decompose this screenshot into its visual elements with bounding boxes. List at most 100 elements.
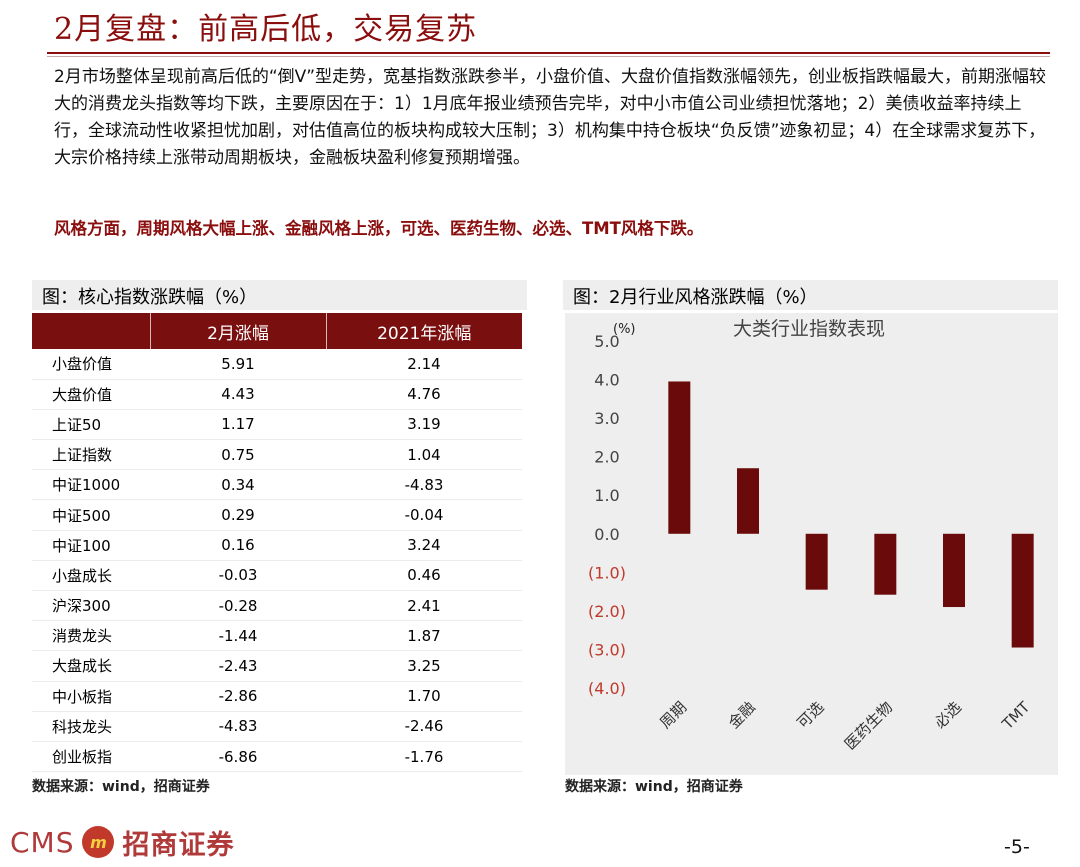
ytd-change-cell: 1.04 xyxy=(326,439,522,471)
ytd-change-cell: 0.46 xyxy=(326,560,522,592)
index-name-cell: 科技龙头 xyxy=(32,711,150,742)
y-tick-label: 0.0 xyxy=(594,525,619,544)
ytd-change-cell: 3.25 xyxy=(326,650,522,682)
index-name-cell: 沪深300 xyxy=(32,590,150,622)
feb-change-cell: -0.03 xyxy=(150,560,326,592)
index-name-cell: 中小板指 xyxy=(32,681,150,712)
ytd-change-cell: -0.04 xyxy=(326,499,522,531)
table-header-name xyxy=(32,313,151,349)
ytd-change-cell: 1.70 xyxy=(326,681,522,712)
table-row: 中小板指 -2.86 1.70 xyxy=(32,681,522,712)
bar-0 xyxy=(668,381,691,534)
index-name-cell: 小盘价值 xyxy=(32,349,150,380)
feb-change-cell: 4.43 xyxy=(150,379,326,410)
table-row: 大盘价值 4.43 4.76 xyxy=(32,379,522,410)
table-row: 小盘成长 -0.03 0.46 xyxy=(32,560,522,592)
bar-2 xyxy=(805,533,828,590)
x-tick-label: 医药生物 xyxy=(841,698,896,753)
y-tick-label: 5.0 xyxy=(594,332,619,351)
table-row: 中证1000 0.34 -4.83 xyxy=(32,469,522,501)
table-header-ytd: 2021年涨幅 xyxy=(326,313,522,349)
y-tick-label: 3.0 xyxy=(594,409,619,428)
logo-chinese: 招商证券 xyxy=(122,829,235,861)
feb-change-cell: -4.83 xyxy=(150,711,326,742)
x-tick-label: 必选 xyxy=(931,698,965,732)
table-row: 大盘成长 -2.43 3.25 xyxy=(32,650,522,682)
y-tick-label: (3.0) xyxy=(588,640,626,659)
index-name-cell: 中证1000 xyxy=(32,469,150,501)
index-name-cell: 中证100 xyxy=(32,530,150,561)
feb-change-cell: -2.86 xyxy=(150,681,326,712)
feb-change-cell: 0.29 xyxy=(150,499,326,531)
y-tick-label: 4.0 xyxy=(594,371,619,390)
index-name-cell: 大盘成长 xyxy=(32,650,150,682)
ytd-change-cell: 3.19 xyxy=(326,409,522,441)
feb-change-cell: -2.43 xyxy=(150,650,326,682)
y-axis-unit: (%) xyxy=(613,322,636,337)
feb-change-cell: -1.44 xyxy=(150,620,326,652)
core-index-table: 2月涨幅 2021年涨幅 小盘价值 5.91 2.14 大盘价值 4.43 4.76 上证5… xyxy=(32,313,522,773)
y-tick-label: 1.0 xyxy=(594,486,619,505)
style-note: 风格方面，周期风格大幅上涨、金融风格上涨，可选、医药生物、必选、TMT风格下跌。 xyxy=(54,219,704,238)
ytd-change-cell: 2.14 xyxy=(326,349,522,380)
page-number: -5- xyxy=(1004,836,1030,858)
ytd-change-cell: 3.24 xyxy=(326,530,522,561)
chart-title: 大类行业指数表现 xyxy=(733,318,885,340)
table-header-feb: 2月涨幅 xyxy=(150,313,327,349)
title-divider xyxy=(47,52,1050,54)
index-name-cell: 小盘成长 xyxy=(32,560,150,592)
x-tick-label: 周期 xyxy=(656,698,690,732)
y-tick-label: (1.0) xyxy=(588,563,626,582)
table-row: 中证500 0.29 -0.04 xyxy=(32,499,522,531)
logo-latin: CMS xyxy=(10,825,75,859)
index-name-cell: 消费龙头 xyxy=(32,620,150,652)
page-title: 2月复盘：前高后低，交易复苏 xyxy=(54,12,478,47)
index-name-cell: 中证500 xyxy=(32,499,150,531)
table-row: 小盘价值 5.91 2.14 xyxy=(32,349,522,380)
index-name-cell: 上证指数 xyxy=(32,439,150,471)
sector-chart: 5.0 4.0 3.0 2.0 1.0 0.0 (1.0) (2.0) (3.0) (4.0) (%… xyxy=(565,313,1058,775)
table-row: 科技龙头 -4.83 -2.46 xyxy=(32,711,522,742)
feb-change-cell: 0.75 xyxy=(150,439,326,471)
x-tick-label: 可选 xyxy=(794,698,828,732)
ytd-change-cell: -2.46 xyxy=(326,711,522,742)
figure2-title: 图：2月行业风格涨跌幅（%） xyxy=(563,280,1058,310)
feb-change-cell: 0.34 xyxy=(150,469,326,501)
index-name-cell: 大盘价值 xyxy=(32,379,150,410)
table-header-row: 2月涨幅 2021年涨幅 xyxy=(32,313,522,349)
table-body: 小盘价值 5.91 2.14 大盘价值 4.43 4.76 上证50 1.17 3.19 上证指数… xyxy=(32,349,522,773)
sector-chart-svg: 5.0 4.0 3.0 2.0 1.0 0.0 (1.0) (2.0) (3.0) (4.0) (%… xyxy=(588,318,1034,753)
feb-change-cell: -0.28 xyxy=(150,590,326,622)
ytd-change-cell: 1.87 xyxy=(326,620,522,652)
feb-change-cell: 5.91 xyxy=(150,349,326,380)
feb-change-cell: 1.17 xyxy=(150,409,326,441)
ytd-change-cell: -4.83 xyxy=(326,469,522,501)
figure2-source: 数据来源：wind，招商证券 xyxy=(565,779,743,795)
ytd-change-cell: 2.41 xyxy=(326,590,522,622)
feb-change-cell: 0.16 xyxy=(150,530,326,561)
figure1-title: 图：核心指数涨跌幅（%） xyxy=(32,280,527,310)
table-row: 上证指数 0.75 1.04 xyxy=(32,439,522,471)
ytd-change-cell: 4.76 xyxy=(326,379,522,410)
y-tick-label: (2.0) xyxy=(588,602,626,621)
summary-paragraph: 2月市场整体呈现前高后低的“倒V”型走势，宽基指数涨跌参半，小盘价值、大盘价值指… xyxy=(54,67,1047,168)
ytd-change-cell: -1.76 xyxy=(326,741,522,773)
bar-5 xyxy=(1011,533,1034,648)
table-row: 创业板指 -6.86 -1.76 xyxy=(32,741,522,773)
table-row: 消费龙头 -1.44 1.87 xyxy=(32,620,522,652)
index-name-cell: 上证50 xyxy=(32,409,150,441)
feb-change-cell: -6.86 xyxy=(150,741,326,773)
y-tick-label: (4.0) xyxy=(588,679,626,698)
index-name-cell: 创业板指 xyxy=(32,741,150,773)
figure1-source: 数据来源：wind，招商证券 xyxy=(32,779,210,795)
table-row: 上证50 1.17 3.19 xyxy=(32,409,522,441)
table-row: 沪深300 -0.28 2.41 xyxy=(32,590,522,622)
title-divider-thin xyxy=(47,56,1050,57)
bar-1 xyxy=(737,468,759,534)
footer-logo: CMS m 招商证券 xyxy=(10,822,234,862)
x-tick-label: 金融 xyxy=(725,698,759,732)
bar-4 xyxy=(943,533,965,608)
x-tick-label: TMT xyxy=(998,698,1034,734)
table-row: 中证100 0.16 3.24 xyxy=(32,530,522,561)
y-tick-label: 2.0 xyxy=(594,448,619,467)
